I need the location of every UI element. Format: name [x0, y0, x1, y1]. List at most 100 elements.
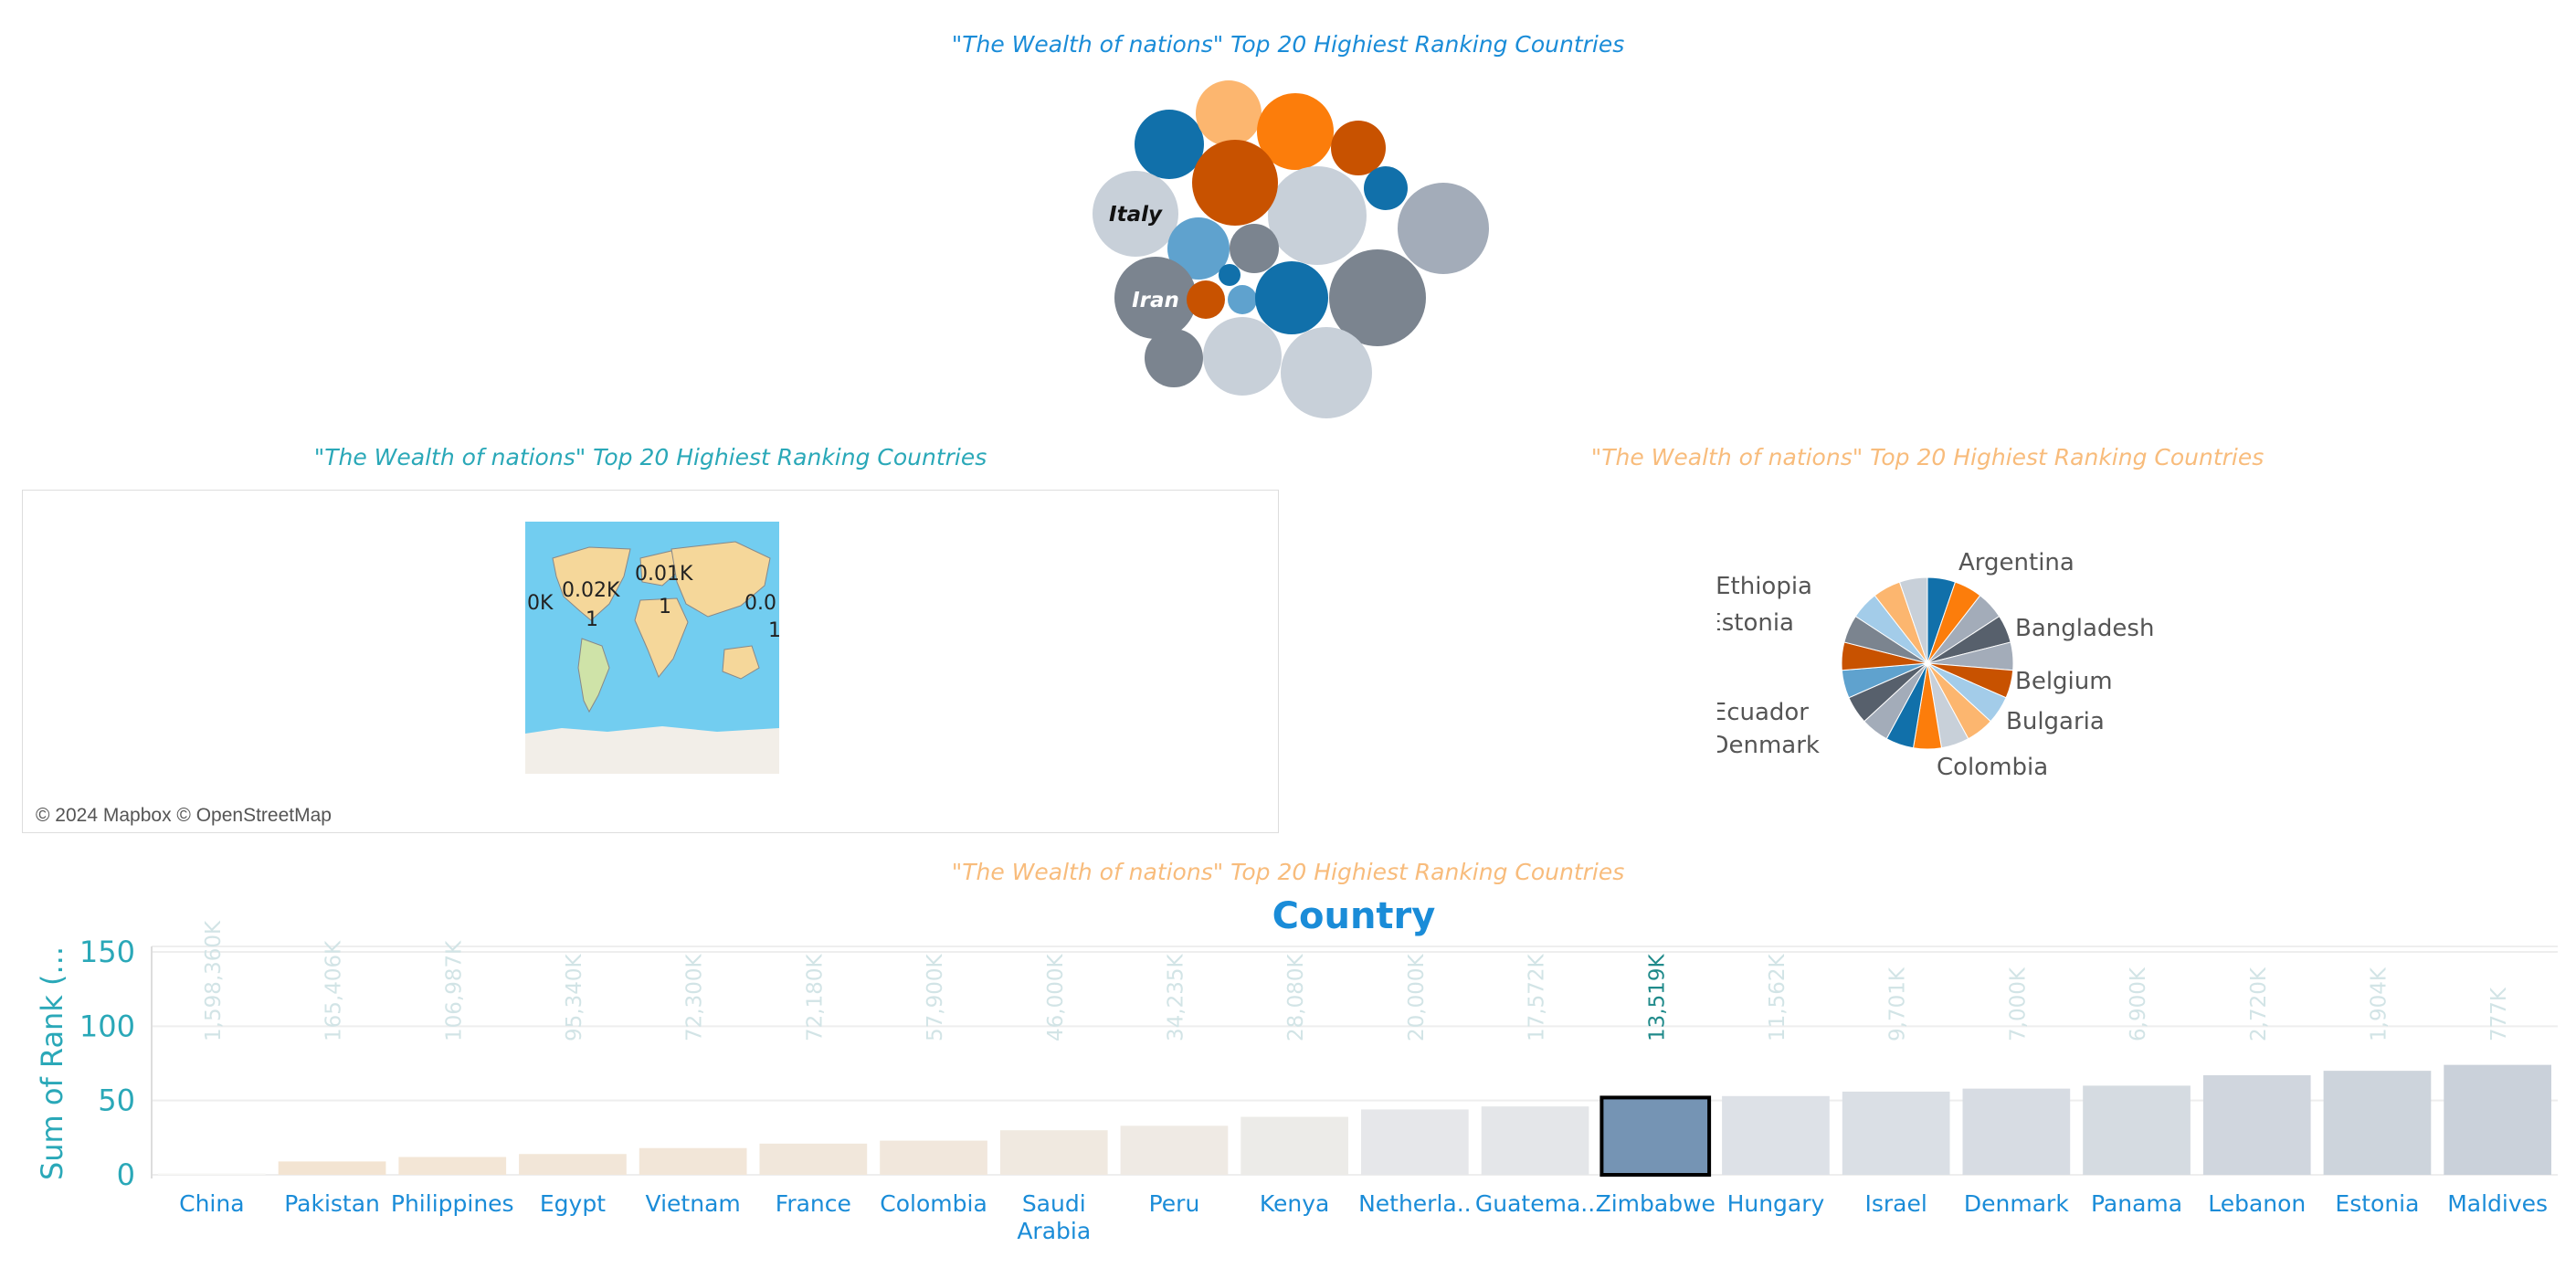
bubble[interactable] — [1255, 261, 1328, 334]
bar[interactable] — [2083, 1085, 2191, 1175]
bubble[interactable] — [1268, 166, 1367, 265]
bar-value-label: 72,180K — [803, 954, 827, 1041]
map-label: 0.02K — [562, 579, 620, 602]
pie-slice[interactable] — [1898, 576, 1928, 664]
bar-value-label: 6,900K — [2127, 967, 2150, 1041]
bar[interactable] — [278, 1161, 386, 1175]
bubble[interactable] — [1257, 93, 1334, 170]
pie-label: Belgium — [2015, 668, 2113, 695]
bar[interactable] — [2444, 1064, 2551, 1175]
bar[interactable] — [880, 1140, 987, 1175]
bar-value-label: 46,000K — [1044, 954, 1068, 1041]
x-tick-label: Vietnam — [646, 1190, 741, 1217]
bar-value-label: 7,000K — [2006, 967, 2030, 1041]
bubble[interactable] — [1187, 280, 1225, 319]
bubble[interactable] — [1331, 121, 1386, 175]
continent-europe — [639, 550, 680, 586]
pie-label: Ecuador — [1717, 699, 1809, 726]
bubble[interactable] — [1329, 249, 1426, 346]
bar-value-label: 11,562K — [1766, 954, 1789, 1041]
bar[interactable] — [1842, 1091, 1950, 1175]
x-tick-label: Peru — [1149, 1190, 1200, 1217]
bubble[interactable] — [1203, 317, 1282, 396]
map-panel[interactable]: 0.02K 0.01K 0K 0.0 1 1 1 © 2024 Mapbox ©… — [22, 490, 1279, 833]
x-tick-label: Colombia — [880, 1190, 987, 1217]
bar-value-label: 57,900K — [924, 954, 947, 1041]
continent-south-america — [577, 638, 610, 713]
bar[interactable] — [759, 1143, 868, 1175]
x-tick-label: China — [179, 1190, 244, 1217]
pie-chart[interactable]: Argentina Bangladesh Belgium Bulgaria Colomb… — [1717, 539, 2156, 795]
bubble[interactable] — [1219, 264, 1240, 286]
bar[interactable] — [1120, 1125, 1229, 1175]
x-tick-label: Netherla.. — [1358, 1190, 1472, 1217]
bar-value-label: 34,235K — [1164, 954, 1188, 1041]
bar[interactable] — [1599, 1095, 1712, 1177]
bar-value-label: 9,701K — [1886, 967, 1910, 1041]
bubble[interactable] — [1167, 217, 1230, 280]
bar-chart[interactable]: Country Sum of Rank (... 0 50 100 150 1,598,36… — [0, 895, 2576, 1268]
bubble-label: Iran — [1132, 289, 1179, 312]
bar[interactable] — [2323, 1071, 2432, 1175]
bar-value-label: 95,340K — [563, 954, 586, 1041]
map-label: 1 — [659, 596, 671, 618]
bar[interactable] — [398, 1157, 507, 1175]
x-tick-label: Philippines — [391, 1190, 514, 1217]
pie-label: Estonia — [1717, 609, 1794, 637]
bar[interactable] — [1361, 1109, 1469, 1175]
map-credit: © 2024 Mapbox © OpenStreetMap — [36, 805, 332, 826]
world-map[interactable]: 0.02K 0.01K 0K 0.0 1 1 1 — [525, 522, 779, 774]
bubble[interactable] — [1228, 285, 1257, 314]
pie-chart-title: "The Wealth of nations" Top 20 Highiest … — [1590, 444, 2265, 470]
x-tick-label: Hungary — [1727, 1190, 1825, 1217]
bar-chart-title: Country — [1272, 895, 1436, 937]
bar[interactable] — [1240, 1116, 1348, 1175]
pie-label: Denmark — [1717, 732, 1820, 759]
bar-chart-caption: "The Wealth of nations" Top 20 Highiest … — [951, 859, 1625, 885]
bubble[interactable] — [1114, 257, 1197, 339]
x-tick-label: Guatema.. — [1475, 1190, 1595, 1217]
map-label: 0.0 — [744, 592, 776, 615]
map-label: 1 — [586, 608, 598, 631]
bar[interactable] — [639, 1147, 747, 1175]
pie-label: Colombia — [1937, 754, 2048, 781]
bubble-chart[interactable]: Italy Iran — [1078, 69, 1507, 435]
bar[interactable] — [1962, 1088, 2071, 1175]
bar[interactable] — [999, 1130, 1108, 1175]
bar[interactable] — [1722, 1095, 1830, 1175]
y-tick-label: 0 — [117, 1157, 135, 1192]
bar-value-label: 72,300K — [683, 954, 707, 1041]
bar-value-label: 20,000K — [1405, 954, 1429, 1041]
bubble[interactable] — [1196, 80, 1262, 146]
map-title: "The Wealth of nations" Top 20 Highiest … — [313, 444, 987, 470]
pie-label: Argentina — [1958, 549, 2075, 576]
bubble[interactable] — [1192, 140, 1278, 226]
bubble[interactable] — [1230, 224, 1279, 273]
x-tick-label: Lebanon — [2208, 1190, 2306, 1217]
bubble-label: Italy — [1109, 203, 1163, 227]
y-tick-label: 50 — [98, 1083, 135, 1118]
bar[interactable] — [2202, 1075, 2311, 1175]
x-tick-label: Pakistan — [284, 1190, 380, 1217]
x-tick-label: Panama — [2091, 1190, 2182, 1217]
x-tick-label: Zimbabwe — [1596, 1190, 1716, 1217]
bar-value-label: 106,987K — [442, 940, 466, 1041]
bubble[interactable] — [1281, 327, 1372, 418]
continent-australia — [722, 645, 760, 680]
bar-value-label: 1,904K — [2367, 967, 2391, 1041]
x-tick-label: Maldives — [2447, 1190, 2548, 1217]
bubble[interactable] — [1398, 183, 1489, 274]
bubble[interactable] — [1135, 110, 1204, 179]
bar[interactable] — [519, 1154, 627, 1175]
map-label: 0.01K — [635, 563, 693, 586]
bar[interactable] — [158, 1173, 266, 1175]
continent-north-america — [552, 546, 631, 621]
y-tick-label: 100 — [79, 1009, 135, 1043]
bar-value-label: 777K — [2487, 987, 2511, 1041]
y-axis-label: Sum of Rank (... — [35, 946, 69, 1180]
bubble[interactable] — [1093, 171, 1178, 257]
bubble[interactable] — [1364, 166, 1408, 210]
bar[interactable] — [1481, 1106, 1589, 1175]
x-tick-label: Denmark — [1964, 1190, 2069, 1217]
bubble[interactable] — [1145, 329, 1203, 387]
